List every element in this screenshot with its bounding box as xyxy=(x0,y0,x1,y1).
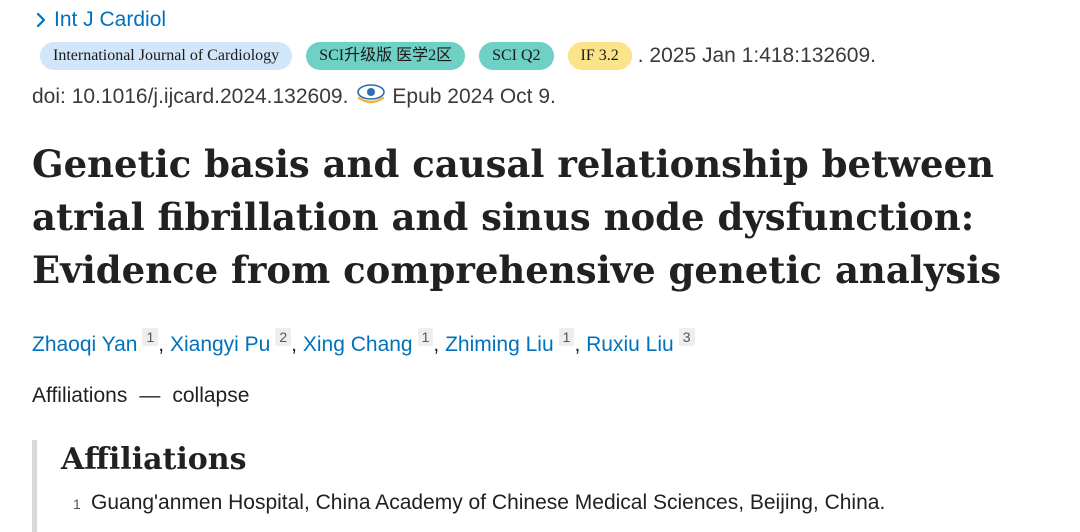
journal-link[interactable]: Int J Cardiol xyxy=(32,8,166,32)
affiliation-ref[interactable]: 1 xyxy=(558,328,575,346)
affiliation-item: 1 Guang'anmen Hospital, China Academy of… xyxy=(61,491,1072,515)
affiliation-number: 1 xyxy=(73,496,81,512)
author-link[interactable]: Zhaoqi Yan xyxy=(32,333,138,356)
doi-line: doi: 10.1016/j.ijcard.2024.132609. Epub … xyxy=(32,82,556,112)
author-separator: , xyxy=(574,333,581,356)
author-separator: , xyxy=(433,333,440,356)
affiliation-ref[interactable]: 1 xyxy=(142,328,159,346)
chevron-right-icon xyxy=(36,12,46,28)
author-link[interactable]: Zhiming Liu xyxy=(445,333,554,356)
affiliation-ref[interactable]: 2 xyxy=(275,328,292,346)
citation-details: . 2025 Jan 1:418:132609. xyxy=(637,44,876,67)
journal-badge[interactable]: International Journal of Cardiology xyxy=(40,42,293,70)
affiliation-ref[interactable]: 1 xyxy=(417,328,434,346)
epub-date: Epub 2024 Oct 9. xyxy=(392,85,556,108)
affiliations-toggle-label: Affiliations xyxy=(32,384,128,407)
affiliations-toggle: Affiliations — collapse xyxy=(32,384,249,408)
author-link[interactable]: Xing Chang xyxy=(302,333,413,356)
author-separator: , xyxy=(291,333,298,356)
authors-list: Zhaoqi Yan 1, Xiangyi Pu 2, Xing Chang 1, Z… xyxy=(32,328,695,357)
toggle-separator: — xyxy=(139,384,161,407)
doi-text: doi: 10.1016/j.ijcard.2024.132609. xyxy=(32,85,349,108)
affiliation-text: Guang'anmen Hospital, China Academy of C… xyxy=(91,491,886,514)
sci-quartile-badge[interactable]: SCI Q2 xyxy=(479,42,554,70)
sci-upgrade-badge[interactable]: SCI升级版 医学2区 xyxy=(306,42,466,70)
journal-link-label[interactable]: Int J Cardiol xyxy=(54,8,167,31)
author-link[interactable]: Ruxiu Liu xyxy=(586,333,674,356)
citation-badges: International Journal of Cardiology SCI升… xyxy=(40,42,876,70)
affiliations-panel: Affiliations 1 Guang'anmen Hospital, Chi… xyxy=(32,440,1072,532)
affiliations-heading: Affiliations xyxy=(61,442,247,477)
impact-factor-badge[interactable]: IF 3.2 xyxy=(567,42,632,70)
author-separator: , xyxy=(158,333,165,356)
author-link[interactable]: Xiangyi Pu xyxy=(169,333,271,356)
article-title: Genetic basis and causal relationship be… xyxy=(32,142,1002,292)
collapse-button[interactable]: collapse xyxy=(172,384,250,407)
epub-eye-icon xyxy=(357,84,386,104)
affiliation-ref[interactable]: 3 xyxy=(678,328,695,346)
